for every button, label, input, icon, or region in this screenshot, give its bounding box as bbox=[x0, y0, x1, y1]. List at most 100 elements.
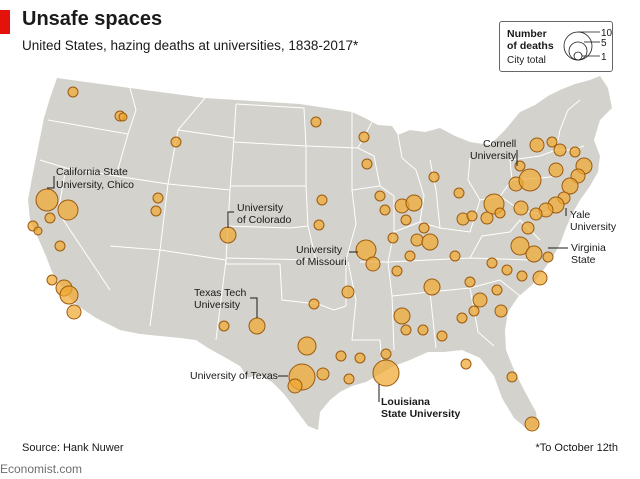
city-bubble bbox=[417, 324, 429, 336]
legend-circles: 10 5 1 bbox=[563, 28, 612, 63]
city-bubble bbox=[54, 240, 66, 252]
city-bubble bbox=[468, 305, 480, 317]
city-bubble bbox=[466, 210, 478, 222]
city-bubble bbox=[380, 348, 392, 360]
label-virginia-line1: Virginia bbox=[571, 242, 606, 254]
label-texas-tech-line1: Texas Tech bbox=[194, 287, 246, 299]
legend-label-1: 1 bbox=[601, 52, 607, 63]
legend-label-5: 5 bbox=[601, 38, 607, 49]
city-bubble bbox=[66, 304, 82, 320]
city-bubble bbox=[532, 270, 548, 286]
city-bubble bbox=[287, 378, 303, 394]
city-bubble bbox=[316, 194, 328, 206]
city-bubble bbox=[152, 192, 164, 204]
city-bubble bbox=[379, 204, 391, 216]
city-bubble bbox=[529, 137, 545, 153]
legend-circle-1 bbox=[573, 51, 583, 61]
city-bubble bbox=[428, 171, 440, 183]
city-bubble bbox=[335, 350, 347, 362]
city-bubble bbox=[400, 324, 412, 336]
city-bubble bbox=[506, 371, 518, 383]
city-bubble bbox=[405, 194, 423, 212]
city-bubble bbox=[501, 264, 513, 276]
city-bubble bbox=[548, 162, 564, 178]
city-bubble bbox=[510, 236, 530, 256]
city-bubble bbox=[480, 211, 494, 225]
label-california-line1: California State bbox=[56, 166, 128, 178]
label-colorado-line1: University bbox=[237, 202, 284, 214]
hazing-bubbles bbox=[27, 86, 593, 432]
brand-red-tag bbox=[0, 10, 10, 34]
city-bubble bbox=[44, 212, 56, 224]
city-bubble bbox=[418, 222, 430, 234]
city-bubble bbox=[374, 190, 386, 202]
city-bubble bbox=[393, 307, 411, 325]
callout-labels: California State University, Chico Unive… bbox=[56, 138, 617, 420]
city-bubble bbox=[387, 232, 399, 244]
city-bubble bbox=[35, 188, 59, 212]
city-bubble bbox=[372, 359, 400, 387]
city-bubble bbox=[561, 177, 579, 195]
city-bubble bbox=[316, 367, 330, 381]
city-bubble bbox=[553, 143, 567, 157]
city-bubble bbox=[404, 250, 416, 262]
city-bubble bbox=[410, 233, 424, 247]
city-bubble bbox=[218, 320, 230, 332]
callout-leaders bbox=[47, 150, 568, 402]
city-bubble bbox=[365, 256, 381, 272]
city-bubble bbox=[542, 251, 554, 263]
city-bubble bbox=[525, 245, 543, 263]
city-bubble bbox=[310, 116, 322, 128]
city-bubble bbox=[494, 207, 506, 219]
city-bubble bbox=[494, 304, 508, 318]
city-bubble bbox=[355, 239, 377, 261]
city-bubble bbox=[33, 226, 43, 236]
city-bubble bbox=[150, 205, 162, 217]
city-bubble bbox=[472, 292, 488, 308]
label-lsu-line2: State University bbox=[381, 408, 461, 420]
city-bubble bbox=[491, 284, 503, 296]
label-california-line2: University, Chico bbox=[56, 179, 134, 191]
city-bubble bbox=[248, 317, 266, 335]
legend-label-10: 10 bbox=[601, 28, 612, 39]
size-legend: Number of deaths City total 10 5 1 bbox=[499, 21, 613, 72]
source-note: Source: Hank Nuwer bbox=[22, 442, 124, 454]
chart-title: Unsafe spaces bbox=[22, 8, 163, 30]
label-yale-line1: Yale bbox=[570, 209, 590, 221]
city-bubble bbox=[219, 226, 237, 244]
city-bubble bbox=[361, 158, 373, 170]
city-bubble bbox=[170, 136, 182, 148]
economist-brand[interactable]: Economist.com bbox=[0, 462, 83, 476]
city-bubble bbox=[308, 298, 320, 310]
city-bubble bbox=[456, 312, 468, 324]
city-bubble bbox=[354, 352, 366, 364]
legend-circle-5 bbox=[568, 41, 588, 61]
city-bubble bbox=[391, 265, 403, 277]
label-colorado-line2: of Colorado bbox=[237, 214, 291, 226]
label-cornell-line2: University bbox=[470, 150, 517, 162]
city-bubble bbox=[297, 336, 317, 356]
label-lsu-line1: Louisiana bbox=[381, 396, 430, 408]
city-bubble bbox=[529, 207, 543, 221]
city-bubble bbox=[449, 250, 461, 262]
city-bubble bbox=[343, 373, 355, 385]
city-bubble bbox=[521, 221, 535, 235]
city-bubble bbox=[486, 257, 498, 269]
label-university-of-texas: University of Texas bbox=[190, 370, 278, 382]
us-land bbox=[28, 76, 612, 430]
label-virginia-line2: State bbox=[571, 254, 596, 266]
city-bubble bbox=[518, 168, 542, 192]
city-bubble bbox=[460, 358, 472, 370]
city-bubble bbox=[118, 112, 128, 122]
city-bubble bbox=[569, 146, 581, 158]
city-bubble bbox=[400, 214, 412, 226]
city-bubble bbox=[516, 270, 528, 282]
legend-title: Number of deaths bbox=[507, 28, 554, 52]
city-bubble bbox=[57, 199, 79, 221]
label-cornell-line1: Cornell bbox=[483, 138, 516, 150]
city-bubble bbox=[436, 330, 448, 342]
city-bubble bbox=[421, 233, 439, 251]
city-bubble bbox=[546, 136, 558, 148]
city-bubble bbox=[59, 285, 79, 305]
